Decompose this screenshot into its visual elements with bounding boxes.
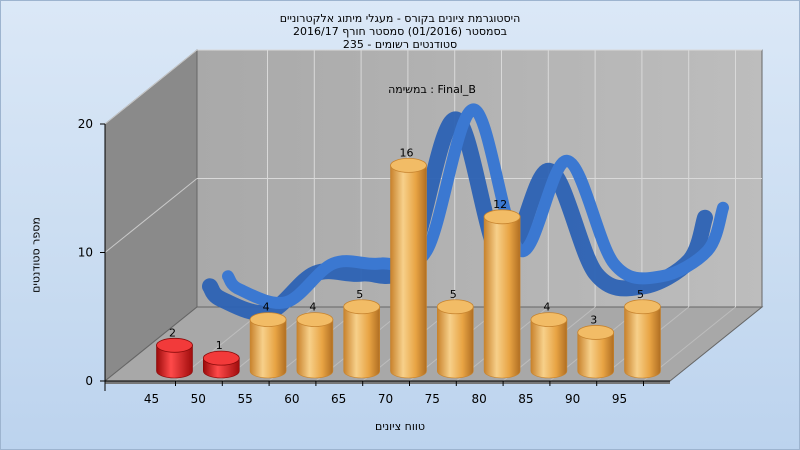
chart-title: היסטוגרמת ציונים בקורס - מעגלי מיתוג אלק… xyxy=(279,12,521,25)
bar-55 xyxy=(249,319,287,379)
bar-value-label: 16 xyxy=(400,146,414,159)
bar-60 xyxy=(296,319,334,379)
bar-value-label: 4 xyxy=(309,301,316,314)
bar-cap-85 xyxy=(530,312,568,328)
x-tick-label: 75 xyxy=(425,392,440,406)
bar-cap-50 xyxy=(202,350,240,366)
y-tick-label: 0 xyxy=(85,374,93,388)
bar-70 xyxy=(390,165,427,379)
x-tick-label: 85 xyxy=(518,392,533,406)
bar-cap-55 xyxy=(249,312,287,328)
gridline-side xyxy=(104,49,198,125)
bar-cap-95 xyxy=(624,299,661,315)
x-tick-label: 50 xyxy=(191,392,206,406)
bar-65 xyxy=(343,306,380,379)
gridline-side xyxy=(104,178,198,253)
x-tick-label: 65 xyxy=(331,392,346,406)
chart-annotation: במשימה : Final_B xyxy=(388,83,476,96)
bar-cap-45 xyxy=(156,337,193,353)
x-tick-label: 45 xyxy=(144,392,159,406)
bar-85 xyxy=(530,319,568,379)
bar-value-label: 3 xyxy=(590,313,597,326)
bar-value-label: 5 xyxy=(356,288,363,301)
bar-value-label: 5 xyxy=(450,288,457,301)
bar-80 xyxy=(483,216,521,379)
bar-cap-75 xyxy=(436,299,474,315)
bar-value-label: 4 xyxy=(263,301,270,314)
bar-value-label: 5 xyxy=(637,288,644,301)
bar-75 xyxy=(437,306,474,379)
x-tick-label: 55 xyxy=(237,392,252,406)
bar-cap-60 xyxy=(296,312,334,328)
bar-45 xyxy=(156,345,193,379)
bar-90 xyxy=(577,332,614,379)
y-tick-label: 20 xyxy=(78,117,93,131)
bar-value-label: 4 xyxy=(543,301,550,314)
x-axis-label: טווח ציונים xyxy=(375,420,425,433)
x-tick-label: 95 xyxy=(612,392,627,406)
bar-value-label: 1 xyxy=(216,339,223,352)
bar-value-label: 12 xyxy=(493,198,507,211)
bar-cap-70 xyxy=(390,157,427,173)
y-axis-label: מספר סטודנטים xyxy=(29,217,43,293)
bar-cap-90 xyxy=(577,325,615,340)
bar-cap-65 xyxy=(343,299,381,315)
x-tick-label: 80 xyxy=(471,392,486,406)
bar-cap-80 xyxy=(483,209,521,225)
floor-edge xyxy=(105,381,670,384)
x-tick-label: 70 xyxy=(378,392,393,406)
x-tick-label: 90 xyxy=(565,392,580,406)
bar-95 xyxy=(624,306,661,379)
y-tick-label: 10 xyxy=(78,246,93,260)
chart-subtitle-students: סטודנטים רשומים - 235 xyxy=(342,38,458,51)
trend-ribbon xyxy=(222,103,729,309)
bar-value-label: 2 xyxy=(169,326,176,339)
x-tick-label: 60 xyxy=(284,392,299,406)
chart-subtitle-semester: בסמסטר (01/2016) סמסטר חורף 2016/17 xyxy=(293,25,507,38)
